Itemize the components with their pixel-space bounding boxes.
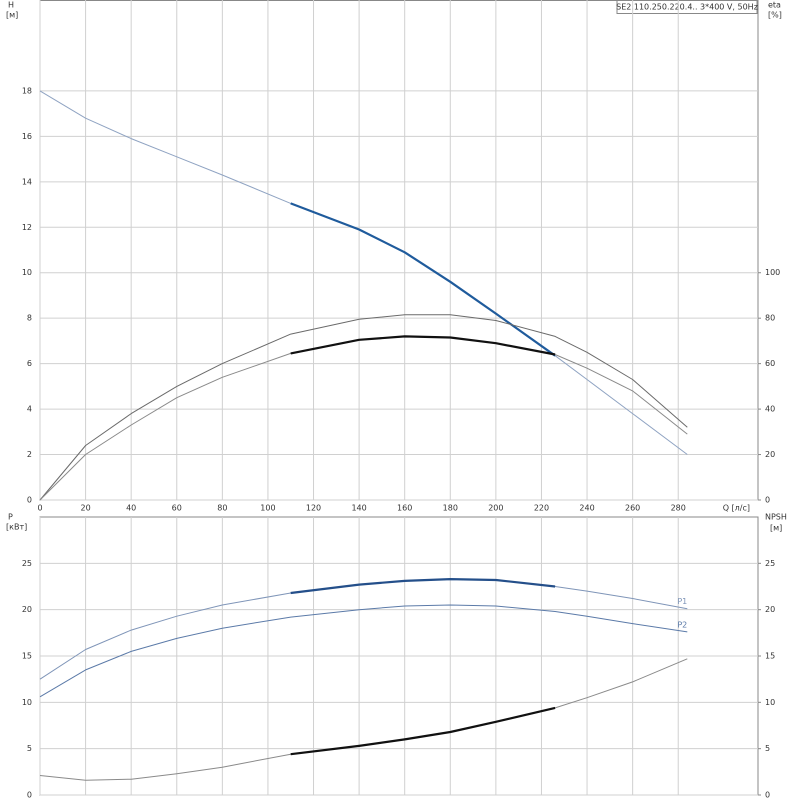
x-tick-label: 100 bbox=[260, 504, 275, 513]
y-tick-label: 15 bbox=[22, 652, 32, 661]
y-unit: [м] bbox=[6, 11, 18, 20]
y2-unit: [%] bbox=[768, 11, 782, 20]
duty-curve bbox=[290, 335, 556, 356]
x-tick-label: 160 bbox=[397, 504, 412, 513]
y-tick-label: 18 bbox=[22, 86, 32, 95]
x-tick-label: 0 bbox=[37, 504, 42, 513]
y-tick-label: 8 bbox=[27, 314, 32, 323]
y2-tick-label: 60 bbox=[765, 359, 775, 368]
y-tick-label: 25 bbox=[22, 559, 32, 568]
y-tick-label: 4 bbox=[27, 405, 32, 414]
chart-title: SE2.110.250.220.4.. 3*400 V, 50Hz bbox=[616, 3, 758, 12]
y-tick-label: 5 bbox=[27, 744, 32, 753]
y-label: P bbox=[8, 513, 13, 522]
legend-label: P2 bbox=[677, 620, 687, 629]
y-tick-label: 2 bbox=[27, 450, 32, 459]
duty-curve bbox=[290, 578, 556, 595]
curve bbox=[39, 335, 688, 501]
x-tick-label: 260 bbox=[625, 504, 640, 513]
y-tick-label: 6 bbox=[27, 359, 32, 368]
x-tick-label: 120 bbox=[306, 504, 321, 513]
y2-tick-label: 20 bbox=[765, 605, 775, 614]
x-tick-label: 280 bbox=[671, 504, 686, 513]
y2-tick-label: 100 bbox=[765, 268, 780, 277]
y-tick-label: 14 bbox=[22, 177, 32, 186]
y2-label: NPSH bbox=[765, 513, 787, 522]
y2-tick-label: 5 bbox=[765, 744, 770, 753]
curve bbox=[39, 604, 688, 698]
y-label: H bbox=[8, 1, 14, 10]
y-tick-label: 0 bbox=[27, 496, 32, 505]
y-tick-label: 20 bbox=[22, 605, 32, 614]
y-tick-label: 0 bbox=[27, 791, 32, 800]
duty-curve bbox=[290, 706, 556, 756]
x-tick-label: 60 bbox=[172, 504, 182, 513]
y2-tick-label: 20 bbox=[765, 450, 775, 459]
x-tick-label: 240 bbox=[579, 504, 594, 513]
curve bbox=[39, 314, 688, 501]
x-tick-label: 220 bbox=[534, 504, 549, 513]
y-unit: [кВт] bbox=[6, 523, 27, 532]
curve bbox=[39, 658, 688, 781]
curve bbox=[39, 578, 688, 680]
duty-curve bbox=[290, 202, 556, 357]
x-label: Q [л/с] bbox=[723, 504, 750, 513]
x-tick-label: 80 bbox=[217, 504, 227, 513]
y2-tick-label: 15 bbox=[765, 652, 775, 661]
title-box bbox=[616, 0, 758, 14]
y-tick-label: 12 bbox=[22, 223, 32, 232]
x-tick-label: 40 bbox=[126, 504, 136, 513]
y-tick-label: 16 bbox=[22, 132, 32, 141]
x-tick-label: 140 bbox=[351, 504, 366, 513]
y2-label: eta bbox=[768, 1, 781, 10]
y2-tick-label: 10 bbox=[765, 698, 775, 707]
y-tick-label: 10 bbox=[22, 268, 32, 277]
x-tick-label: 180 bbox=[443, 504, 458, 513]
x-tick-label: 200 bbox=[488, 504, 503, 513]
y2-tick-label: 25 bbox=[765, 559, 775, 568]
y2-tick-label: 80 bbox=[765, 314, 775, 323]
y2-tick-label: 40 bbox=[765, 405, 775, 414]
y-tick-label: 10 bbox=[22, 698, 32, 707]
y2-tick-label: 0 bbox=[765, 496, 770, 505]
x-tick-label: 20 bbox=[80, 504, 90, 513]
y2-unit: [м] bbox=[770, 524, 782, 533]
legend-label: P1 bbox=[677, 597, 687, 606]
y2-tick-label: 0 bbox=[765, 791, 770, 800]
